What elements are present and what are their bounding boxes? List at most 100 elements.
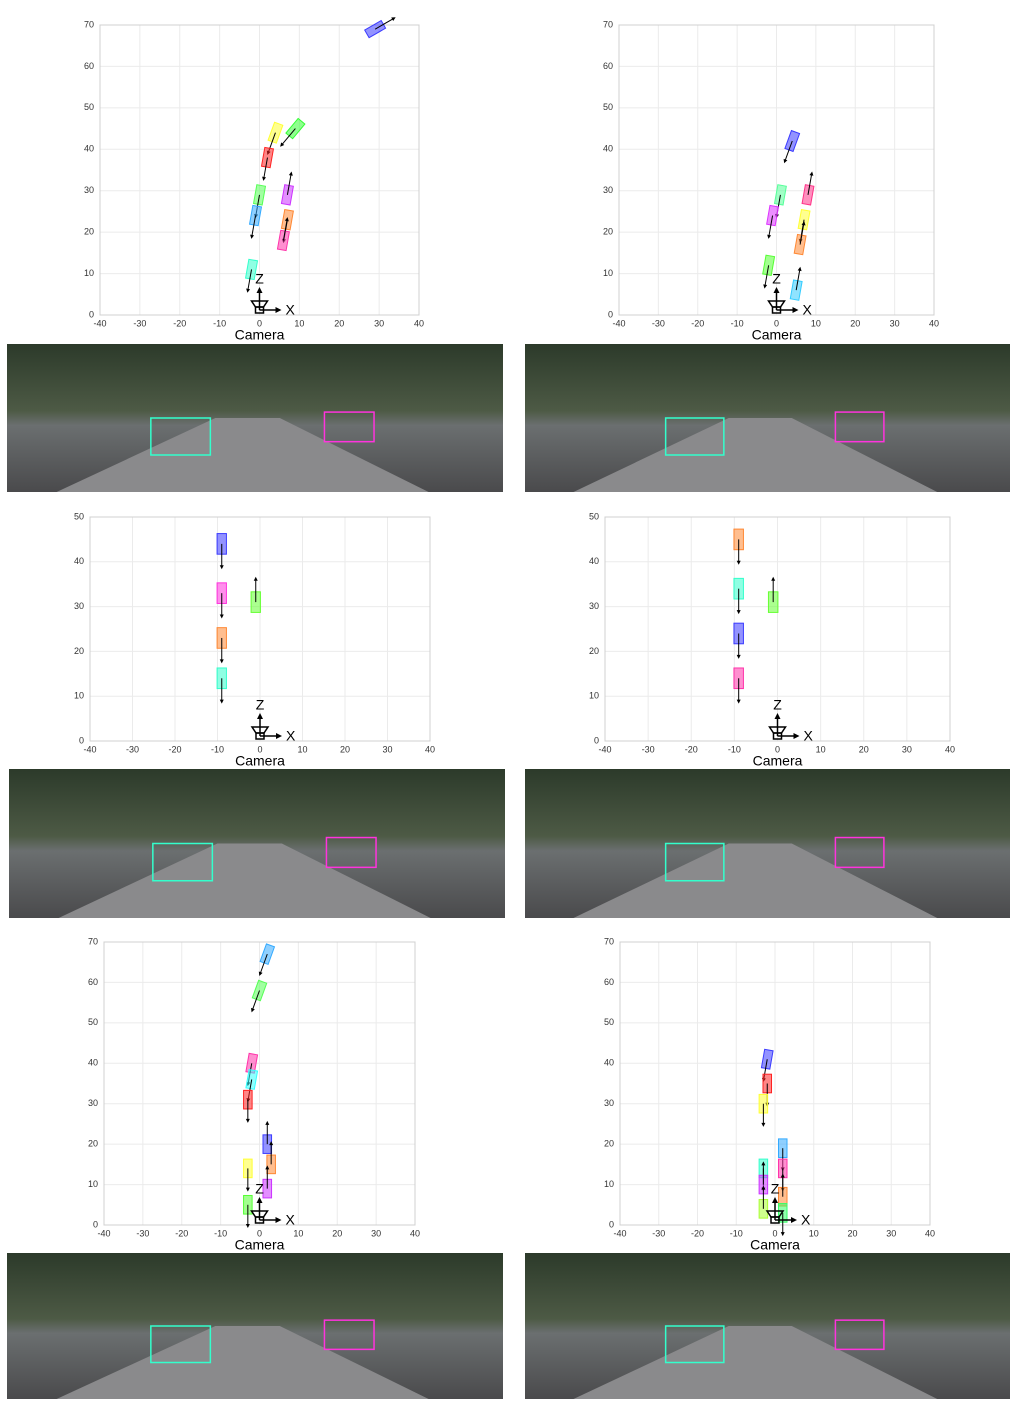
bev-plot: -40-30-20-10010203040010203040506070ZXCa… <box>84 13 424 342</box>
x-tick-label: -20 <box>168 744 181 754</box>
object <box>734 623 743 659</box>
camera-label: Camera <box>235 327 285 343</box>
x-tick-label: 20 <box>859 744 869 754</box>
object <box>790 266 804 300</box>
y-tick-label: 30 <box>604 1098 614 1108</box>
bev-plot: -40-30-20-10010203040010203040506070ZXCa… <box>603 19 939 342</box>
x-tick-label: -10 <box>730 1228 743 1238</box>
y-tick-label: 0 <box>93 1219 98 1229</box>
arrow-head <box>793 307 799 313</box>
arrow-head <box>809 171 814 176</box>
y-tick-label: 30 <box>88 1098 98 1108</box>
object-box <box>761 1049 773 1069</box>
x-label: X <box>803 302 813 318</box>
y-tick-label: 20 <box>74 646 84 656</box>
object <box>734 578 743 614</box>
object <box>281 171 295 205</box>
y-tick-label: 0 <box>594 735 599 745</box>
arrow-head <box>265 1121 269 1125</box>
x-tick-label: 10 <box>293 1228 303 1238</box>
object-box <box>798 210 810 230</box>
object <box>263 1121 272 1154</box>
z-label: Z <box>256 697 265 713</box>
x-tick-label: -30 <box>126 744 139 754</box>
camera-label: Camera <box>752 327 802 343</box>
object <box>768 577 777 613</box>
x-tick-label: 30 <box>902 744 912 754</box>
object <box>365 13 398 37</box>
arrow-head <box>261 177 266 182</box>
x-tick-label: -40 <box>598 744 611 754</box>
camera-image <box>525 769 1010 918</box>
y-tick-label: 70 <box>604 936 614 946</box>
y-tick-label: 0 <box>608 309 613 319</box>
camera-image <box>7 344 503 492</box>
object <box>244 1159 253 1192</box>
object <box>217 668 226 704</box>
arrow-head <box>781 1232 785 1236</box>
x-tick-label: 10 <box>816 744 826 754</box>
object <box>778 1173 787 1206</box>
arrow-head <box>257 1197 263 1203</box>
arrow-head <box>246 1188 250 1192</box>
x-tick-label: 40 <box>925 1228 935 1238</box>
x-label: X <box>286 1212 296 1228</box>
x-tick-label: -40 <box>83 744 96 754</box>
y-tick-label: 0 <box>79 735 84 745</box>
object <box>780 131 800 165</box>
object <box>734 529 743 565</box>
arrow-head <box>257 713 263 719</box>
x-tick-label: -10 <box>211 744 224 754</box>
camera-label: Camera <box>235 1237 285 1253</box>
x-tick-label: -10 <box>214 1228 227 1238</box>
arrow-head <box>220 615 224 619</box>
arrow-head <box>798 266 803 271</box>
x-tick-label: 20 <box>340 744 350 754</box>
arrow-head <box>737 610 741 614</box>
x-tick-label: 20 <box>850 318 860 328</box>
x-tick-label: -20 <box>691 1228 704 1238</box>
x-tick-label: -20 <box>173 318 186 328</box>
object <box>217 628 226 664</box>
object <box>251 577 260 613</box>
camera-image <box>525 1253 1010 1399</box>
arrow-head <box>761 1123 765 1127</box>
y-tick-label: 70 <box>603 19 613 29</box>
object <box>248 980 267 1013</box>
x-tick-label: 30 <box>886 1228 896 1238</box>
x-tick-label: 20 <box>332 1228 342 1238</box>
y-tick-label: 70 <box>84 19 94 29</box>
z-label: Z <box>772 271 781 287</box>
x-tick-label: -40 <box>93 318 106 328</box>
z-label: Z <box>771 1181 780 1197</box>
x-label: X <box>286 728 296 744</box>
arrow-head <box>220 700 224 704</box>
arrow-head <box>763 284 768 289</box>
y-tick-label: 30 <box>589 601 599 611</box>
x-tick-label: 30 <box>382 744 392 754</box>
object <box>734 668 743 704</box>
arrow-head <box>246 1119 250 1123</box>
arrow-head <box>737 561 741 565</box>
y-tick-label: 50 <box>603 102 613 112</box>
y-tick-label: 40 <box>88 1058 98 1068</box>
arrow-head <box>737 655 741 659</box>
y-tick-label: 40 <box>84 144 94 154</box>
arrow-head <box>245 288 250 293</box>
arrow-head <box>257 287 263 293</box>
arrow-head <box>766 235 771 240</box>
x-tick-label: 10 <box>294 318 304 328</box>
z-label: Z <box>255 1181 264 1197</box>
y-tick-label: 20 <box>88 1139 98 1149</box>
y-tick-label: 20 <box>589 646 599 656</box>
arrow-head <box>276 1217 282 1223</box>
camera-image <box>525 344 1010 492</box>
x-tick-label: -20 <box>175 1228 188 1238</box>
arrow-head <box>220 659 224 663</box>
arrow-head <box>276 307 282 313</box>
y-tick-label: 40 <box>604 1058 614 1068</box>
camera-image <box>9 769 505 918</box>
arrow-head <box>772 1197 778 1203</box>
y-tick-label: 50 <box>88 1017 98 1027</box>
